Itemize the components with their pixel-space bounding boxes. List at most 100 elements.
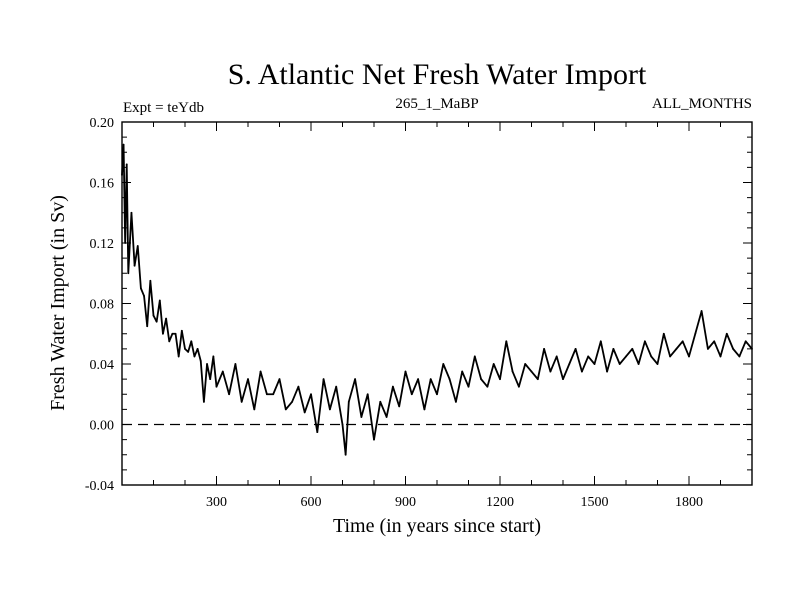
data-point bbox=[455, 400, 457, 403]
data-point bbox=[719, 355, 722, 358]
data-point bbox=[480, 378, 482, 381]
data-point bbox=[366, 393, 369, 396]
data-point bbox=[385, 416, 388, 418]
chart-title: S. Atlantic Net Fresh Water Import bbox=[228, 58, 647, 91]
data-point bbox=[549, 370, 552, 373]
data-point bbox=[738, 355, 741, 358]
data-point bbox=[316, 431, 319, 433]
data-point bbox=[158, 299, 161, 302]
y-tick-label: -0.04 bbox=[85, 479, 114, 494]
data-point bbox=[511, 370, 514, 373]
data-point bbox=[562, 378, 564, 381]
x-tick-label: 1800 bbox=[675, 495, 703, 510]
data-point bbox=[341, 423, 344, 426]
data-point bbox=[473, 355, 476, 358]
x-tick-label: 1500 bbox=[581, 495, 609, 510]
data-point bbox=[612, 347, 615, 350]
data-point bbox=[467, 385, 470, 388]
data-point bbox=[499, 378, 501, 381]
data-point bbox=[199, 360, 202, 362]
data-point bbox=[322, 378, 325, 381]
run-label: 265_1_MaBP bbox=[395, 96, 478, 112]
data-point bbox=[187, 351, 190, 353]
data-point bbox=[675, 347, 678, 350]
data-point bbox=[127, 272, 130, 275]
data-point bbox=[606, 370, 608, 373]
data-point bbox=[524, 363, 527, 365]
data-point bbox=[240, 400, 243, 403]
data-point bbox=[530, 370, 533, 373]
data-point bbox=[688, 355, 690, 358]
data-point bbox=[284, 408, 287, 411]
data-point bbox=[599, 340, 602, 343]
data-point bbox=[581, 370, 583, 373]
y-tick-label: 0.08 bbox=[90, 298, 115, 313]
data-point bbox=[707, 347, 709, 350]
data-point bbox=[713, 340, 716, 343]
data-point bbox=[165, 317, 168, 320]
data-point bbox=[373, 438, 375, 441]
data-point bbox=[190, 340, 193, 343]
y-axis-label: Fresh Water Import (in Sv) bbox=[47, 195, 69, 411]
x-tick-label: 300 bbox=[206, 495, 227, 510]
y-tick-label: 0.04 bbox=[90, 358, 115, 373]
data-point bbox=[574, 347, 577, 350]
y-tick-label: 0.16 bbox=[90, 177, 115, 192]
data-point bbox=[656, 363, 659, 365]
data-point bbox=[253, 408, 256, 411]
data-point bbox=[177, 355, 180, 358]
data-point bbox=[492, 363, 495, 365]
data-point bbox=[423, 408, 426, 411]
data-point bbox=[146, 325, 149, 328]
data-point bbox=[247, 378, 249, 381]
data-point bbox=[335, 385, 338, 388]
data-point bbox=[555, 355, 558, 358]
experiment-label: Expt = teYdb bbox=[123, 100, 204, 116]
data-point bbox=[669, 355, 671, 358]
data-point bbox=[694, 332, 697, 335]
data-point bbox=[644, 340, 646, 343]
data-point bbox=[291, 400, 293, 403]
data-point bbox=[650, 355, 653, 358]
data-point bbox=[625, 355, 627, 358]
data-point bbox=[234, 363, 237, 365]
data-point bbox=[725, 332, 728, 335]
data-point bbox=[543, 347, 545, 350]
data-point bbox=[404, 370, 407, 373]
data-point bbox=[732, 347, 734, 350]
data-point bbox=[212, 355, 215, 358]
data-point bbox=[568, 363, 571, 365]
x-tick-label: 1200 bbox=[486, 495, 514, 510]
data-point bbox=[272, 393, 275, 396]
data-point bbox=[297, 385, 300, 388]
data-point bbox=[162, 332, 164, 335]
x-tick-label: 600 bbox=[301, 495, 322, 510]
plot-area: 300 600 900 1200 1500 1800 -0.04 0.00 0.04 0.08 0.… bbox=[85, 116, 753, 510]
data-point bbox=[461, 370, 464, 373]
data-point bbox=[448, 378, 451, 381]
y-tick-label: 0.12 bbox=[90, 237, 115, 252]
data-point bbox=[215, 385, 218, 388]
data-point bbox=[442, 363, 445, 365]
data-point bbox=[168, 340, 171, 343]
data-point bbox=[180, 329, 183, 332]
data-point bbox=[310, 393, 312, 396]
data-point bbox=[392, 385, 394, 388]
data-point bbox=[149, 279, 152, 282]
data-point bbox=[133, 264, 136, 267]
data-point bbox=[417, 378, 419, 381]
data-point bbox=[344, 453, 347, 456]
data-point bbox=[193, 355, 196, 358]
data-point bbox=[130, 211, 133, 214]
data-point bbox=[631, 347, 634, 350]
months-label: ALL_MONTHS bbox=[652, 96, 752, 112]
data-point bbox=[174, 332, 177, 335]
data-point bbox=[228, 393, 231, 396]
data-point bbox=[662, 332, 665, 335]
data-point bbox=[143, 295, 145, 297]
data-point bbox=[155, 320, 158, 323]
data-point bbox=[209, 378, 212, 381]
data-point bbox=[379, 400, 382, 403]
data-point bbox=[436, 393, 438, 396]
